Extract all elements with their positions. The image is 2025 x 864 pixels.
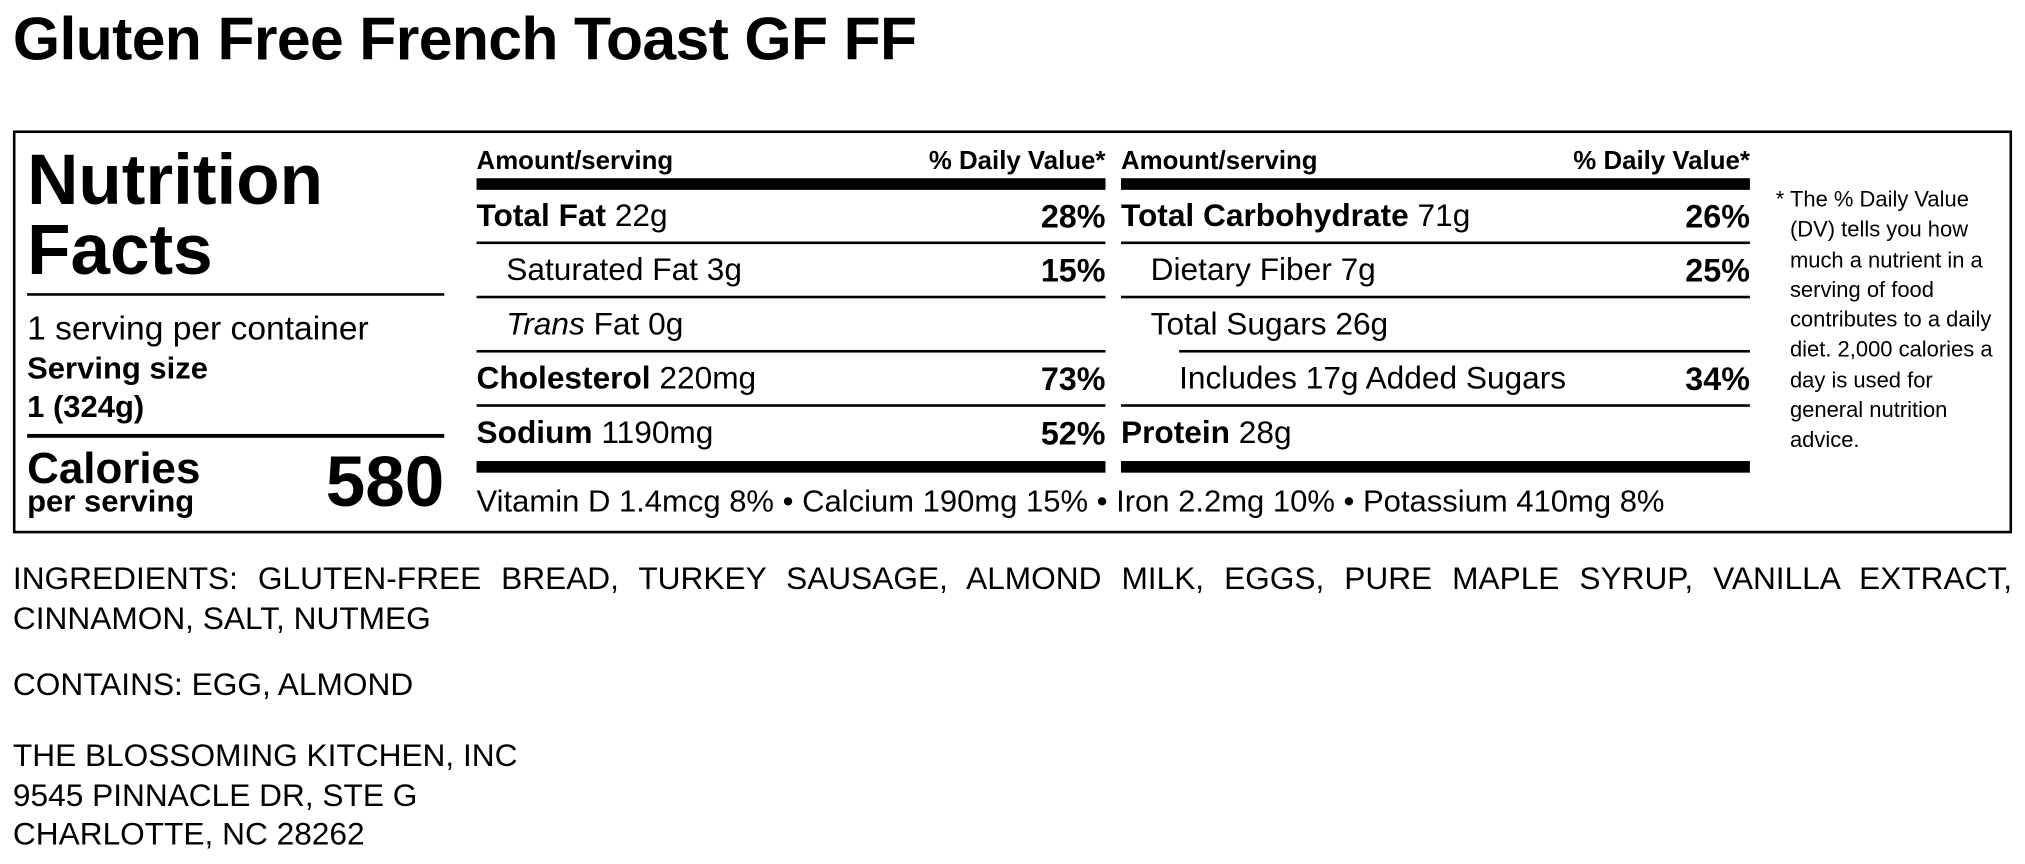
nutrient-dv: 15% xyxy=(1040,252,1106,289)
nutrient-name: Saturated Fat xyxy=(506,253,698,288)
calories-sub: per serving xyxy=(27,484,195,520)
nutrient-dv: 52% xyxy=(1040,415,1106,452)
nutrient-dv: 25% xyxy=(1685,252,1750,289)
nutrient-column: Amount/serving % Daily Value* Total Fat 2… xyxy=(476,146,1106,473)
nutrient-amount: 220mg xyxy=(659,361,757,397)
nutrient-row: Total Carbohydrate 71g 26% xyxy=(1120,190,1750,245)
address-line: 9545 PINNACLE DR, STE G xyxy=(12,778,418,813)
nutrient-name: Total Sugars xyxy=(1150,307,1327,343)
calories-label: Calories xyxy=(27,444,201,494)
nutrient-row: Trans Fat 0g xyxy=(476,298,1106,353)
column-header: Amount/serving % Daily Value* xyxy=(476,146,1106,190)
nutrient-name: Fat xyxy=(593,307,640,343)
ingredients: INGREDIENTS: GLUTEN-FREE BREAD, TURKEY S… xyxy=(12,561,2013,637)
nutrient-amount: 0g xyxy=(648,307,684,343)
dv-header: % Daily Value* xyxy=(928,147,1106,176)
nutrient-name: Sodium xyxy=(476,415,593,451)
nutrient-amount: 26g xyxy=(1335,307,1389,343)
amount-header: Amount/serving xyxy=(1120,147,1318,176)
title: Gluten Free French Toast GF FF xyxy=(12,3,917,73)
rule xyxy=(27,433,445,438)
contains: CONTAINS: EGG, ALMOND xyxy=(12,667,414,703)
servings: 1 serving per container xyxy=(27,308,369,348)
address-line: THE BLOSSOMING KITCHEN, INC xyxy=(12,738,518,774)
vitamins: Vitamin D 1.4mcg 8% • Calcium 190mg 15% … xyxy=(476,484,1665,520)
column-header: Amount/serving % Daily Value* xyxy=(1120,146,1750,190)
nutrient-amount: 28g xyxy=(1238,415,1292,451)
nutrient-dv: 73% xyxy=(1040,360,1106,398)
nutrient-amount: 71g xyxy=(1417,198,1471,234)
serving-size-label: Serving size xyxy=(27,351,209,387)
nutrient-amount: 22g xyxy=(614,198,668,234)
dv-header: % Daily Value* xyxy=(1573,147,1750,176)
calories: 580 xyxy=(325,441,445,522)
nutrition-label: Nutrition Facts 1 serving per container … xyxy=(12,130,2013,534)
footnote-text: The % Daily Value (DV) tells you how muc… xyxy=(1789,187,1993,453)
label-heading: Nutrition Facts xyxy=(27,139,324,290)
nutrient-row: Total Fat 22g 28% xyxy=(476,190,1106,245)
amount-header: Amount/serving xyxy=(476,147,674,176)
nutrient-row: Includes 17g Added Sugars 34% xyxy=(1120,353,1750,407)
nutrient-row: Dietary Fiber 7g 25% xyxy=(1120,244,1750,299)
nutrient-amount: 7g xyxy=(1340,253,1376,288)
nutrient-name: Protein xyxy=(1120,415,1230,451)
nutrient-column: Amount/serving % Daily Value* Total Carbo… xyxy=(1120,146,1750,473)
nutrient-dv: 26% xyxy=(1685,198,1750,235)
nutrient-name: Total Carbohydrate xyxy=(1120,198,1409,234)
nutrient-amount: 3g xyxy=(706,253,742,288)
nutrient-row: Cholesterol 220mg 73% xyxy=(476,353,1106,407)
rule xyxy=(27,293,445,296)
address-line: CHARLOTTE, NC 28262 xyxy=(12,817,365,853)
nutrient-row: Total Sugars 26g xyxy=(1121,298,1750,353)
nutrient-row: Sodium 1190mg 52% xyxy=(476,407,1106,473)
nutrient-name-italic: Trans xyxy=(506,307,585,343)
serving-size: 1 (324g) xyxy=(27,390,145,425)
nutrient-name: Includes 17g Added Sugars xyxy=(1179,361,1567,397)
nutrient-name: Cholesterol xyxy=(476,361,651,397)
nutrient-dv: 28% xyxy=(1040,198,1106,235)
nutrient-name: Dietary Fiber xyxy=(1150,253,1332,288)
nutrient-dv: 34% xyxy=(1685,360,1750,398)
nutrient-amount: 1190mg xyxy=(601,415,714,451)
footnote-mark: * xyxy=(1775,187,1785,212)
address: THE BLOSSOMING KITCHEN, INC 9545 PINNACL… xyxy=(13,737,518,855)
nutrient-name: Total Fat xyxy=(476,198,607,234)
footnote: * The % Daily Value (DV) tells you how mu… xyxy=(1776,185,2011,456)
nutrient-row: Protein 28g xyxy=(1120,407,1750,473)
nutrient-row: Saturated Fat 3g 15% xyxy=(476,244,1106,299)
